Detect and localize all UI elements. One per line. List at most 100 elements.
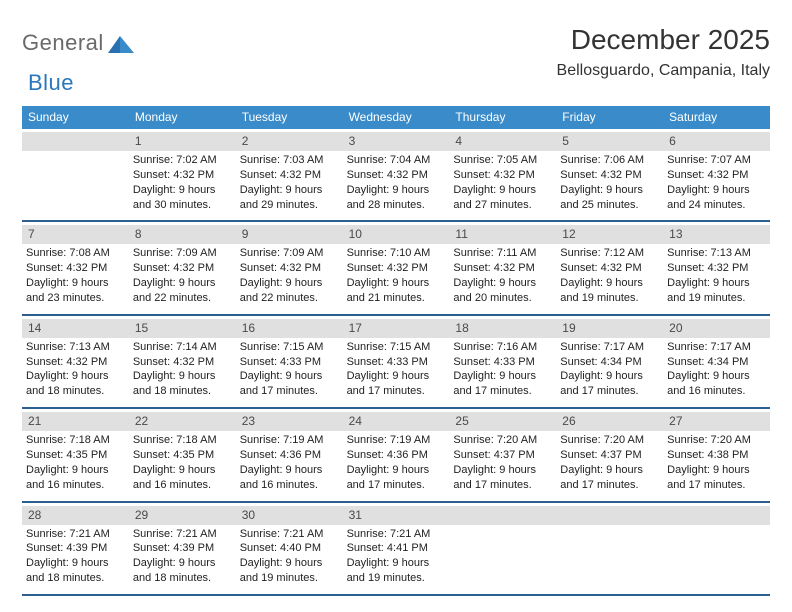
daylight-line: Daylight: 9 hours (347, 276, 446, 291)
day-number: 28 (22, 506, 129, 525)
day-number: 24 (343, 412, 450, 431)
sunset-line: Sunset: 4:37 PM (453, 448, 552, 463)
sunset-line: Sunset: 4:32 PM (667, 168, 766, 183)
day-number (449, 506, 556, 525)
daylight-line: Daylight: 9 hours (347, 369, 446, 384)
day-number: 5 (556, 132, 663, 151)
daylight-line: Daylight: 9 hours (560, 276, 659, 291)
daylight-line: and 17 minutes. (453, 384, 552, 399)
day-cell: 18Sunrise: 7:16 AMSunset: 4:33 PMDayligh… (449, 316, 556, 407)
sunset-line: Sunset: 4:32 PM (133, 168, 232, 183)
day-cell: 16Sunrise: 7:15 AMSunset: 4:33 PMDayligh… (236, 316, 343, 407)
daylight-line: and 19 minutes. (560, 291, 659, 306)
week-row: 28 Sunrise: 7:21 AM Sunset: 4:39 PM Dayligh… (22, 503, 770, 596)
daylight-line: Daylight: 9 hours (240, 183, 339, 198)
day-cell: 23Sunrise: 7:19 AMSunset: 4:36 PMDayligh… (236, 409, 343, 500)
day-number: 30 (236, 506, 343, 525)
sunset-line: Sunset: 4:32 PM (347, 261, 446, 276)
daylight-line: and 18 minutes. (133, 384, 232, 399)
day-number: 2 (236, 132, 343, 151)
day-number: 16 (236, 319, 343, 338)
day-number: 25 (449, 412, 556, 431)
day-cell: 5Sunrise: 7:06 AMSunset: 4:32 PMDaylight… (556, 129, 663, 220)
sunrise-line: Sunrise: 7:20 AM (453, 433, 552, 448)
day-number: 11 (449, 225, 556, 244)
logo-blue-text: Blue (28, 70, 74, 96)
daylight-line: and 17 minutes. (240, 384, 339, 399)
daylight-line: and 17 minutes. (560, 384, 659, 399)
sunrise-line: Sunrise: 7:04 AM (347, 153, 446, 168)
daylight-line: Daylight: 9 hours (667, 463, 766, 478)
sunset-line: Sunset: 4:40 PM (240, 541, 339, 556)
daylight-line: and 30 minutes. (133, 198, 232, 213)
sunset-line: Sunset: 4:35 PM (26, 448, 125, 463)
sunset-line: Sunset: 4:36 PM (347, 448, 446, 463)
day-cell: 7Sunrise: 7:08 AMSunset: 4:32 PMDaylight… (22, 222, 129, 313)
sunrise-line: Sunrise: 7:18 AM (133, 433, 232, 448)
daylight-line: and 16 minutes. (667, 384, 766, 399)
sunrise-line: Sunrise: 7:21 AM (347, 527, 446, 542)
daylight-line: Daylight: 9 hours (240, 556, 339, 571)
day-number: 20 (663, 319, 770, 338)
sunset-line: Sunset: 4:38 PM (667, 448, 766, 463)
sunrise-line: Sunrise: 7:03 AM (240, 153, 339, 168)
day-number: 23 (236, 412, 343, 431)
day-cell: 30Sunrise: 7:21 AMSunset: 4:40 PMDayligh… (236, 503, 343, 594)
daylight-line: and 19 minutes. (240, 571, 339, 586)
sunrise-line: Sunrise: 7:11 AM (453, 246, 552, 261)
sunset-line: Sunset: 4:35 PM (133, 448, 232, 463)
week-row: 1Sunrise: 7:02 AMSunset: 4:32 PMDaylight… (22, 129, 770, 222)
sunrise-line: Sunrise: 7:14 AM (133, 340, 232, 355)
daylight-line: and 20 minutes. (453, 291, 552, 306)
daylight-line: Daylight: 9 hours (240, 369, 339, 384)
day-cell: 12Sunrise: 7:12 AMSunset: 4:32 PMDayligh… (556, 222, 663, 313)
daylight-line: Daylight: 9 hours (133, 276, 232, 291)
sunset-line: Sunset: 4:39 PM (26, 541, 125, 556)
month-title: December 2025 (557, 24, 770, 56)
daylight-line: Daylight: 9 hours (26, 276, 125, 291)
day-number: 21 (22, 412, 129, 431)
sunrise-line: Sunrise: 7:18 AM (26, 433, 125, 448)
day-cell: 20Sunrise: 7:17 AMSunset: 4:34 PMDayligh… (663, 316, 770, 407)
day-header: Friday (556, 106, 663, 129)
sunset-line: Sunset: 4:33 PM (453, 355, 552, 370)
day-cell-empty (663, 503, 770, 594)
daylight-line: and 23 minutes. (26, 291, 125, 306)
day-cell: 1Sunrise: 7:02 AMSunset: 4:32 PMDaylight… (129, 129, 236, 220)
sunset-line: Sunset: 4:32 PM (240, 168, 339, 183)
sunrise-line: Sunrise: 7:16 AM (453, 340, 552, 355)
day-cell: 3Sunrise: 7:04 AMSunset: 4:32 PMDaylight… (343, 129, 450, 220)
day-number: 14 (22, 319, 129, 338)
day-cell: 31Sunrise: 7:21 AMSunset: 4:41 PMDayligh… (343, 503, 450, 594)
day-cell: 28Sunrise: 7:21 AMSunset: 4:39 PMDayligh… (22, 503, 129, 594)
sunrise-line: Sunrise: 7:13 AM (667, 246, 766, 261)
daylight-line: Daylight: 9 hours (560, 369, 659, 384)
location-subtitle: Bellosguardo, Campania, Italy (557, 62, 770, 80)
day-number: 4 (449, 132, 556, 151)
daylight-line: and 25 minutes. (560, 198, 659, 213)
sunrise-line: Sunrise: 7:20 AM (560, 433, 659, 448)
day-number: 8 (129, 225, 236, 244)
daylight-line: Daylight: 9 hours (560, 463, 659, 478)
daylight-line: and 17 minutes. (453, 478, 552, 493)
daylight-line: Daylight: 9 hours (453, 276, 552, 291)
sunrise-line: Sunrise: 7:07 AM (667, 153, 766, 168)
daylight-line: Daylight: 9 hours (133, 463, 232, 478)
day-cell-empty (449, 503, 556, 594)
day-cell: 21Sunrise: 7:18 AMSunset: 4:35 PMDayligh… (22, 409, 129, 500)
day-cell: 27Sunrise: 7:20 AMSunset: 4:38 PMDayligh… (663, 409, 770, 500)
sunset-line: Sunset: 4:32 PM (26, 261, 125, 276)
daylight-line: Daylight: 9 hours (240, 463, 339, 478)
daylight-line: Daylight: 9 hours (453, 463, 552, 478)
day-cell: 29Sunrise: 7:21 AMSunset: 4:39 PMDayligh… (129, 503, 236, 594)
daylight-line: Daylight: 9 hours (453, 183, 552, 198)
sunset-line: Sunset: 4:32 PM (453, 168, 552, 183)
daylight-line: and 24 minutes. (667, 198, 766, 213)
day-number: 1 (129, 132, 236, 151)
day-cell: 9Sunrise: 7:09 AMSunset: 4:32 PMDaylight… (236, 222, 343, 313)
day-cell: 25 Sunrise: 7:20 AMSunset: 4:37 PMDayligh… (449, 409, 556, 500)
day-header-row: Sunday Monday Tuesday Wednesday Thursday… (22, 106, 770, 129)
week-row: 21Sunrise: 7:18 AMSunset: 4:35 PMDayligh… (22, 409, 770, 502)
sunset-line: Sunset: 4:34 PM (560, 355, 659, 370)
daylight-line: Daylight: 9 hours (667, 369, 766, 384)
